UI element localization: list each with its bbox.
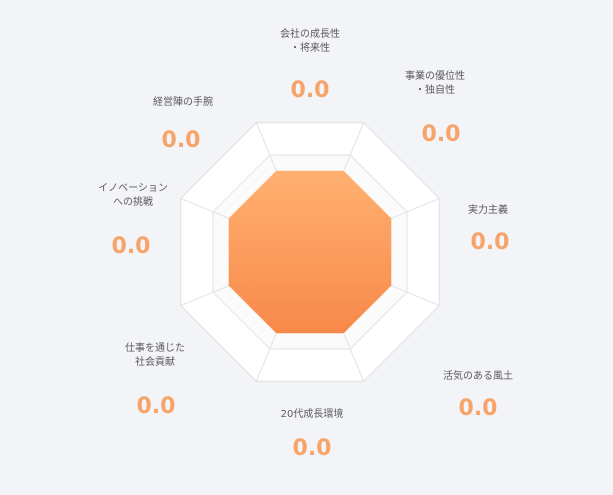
axis-label-line: 20代成長環境 bbox=[280, 409, 344, 420]
axis-label-line: 会社の成長性 bbox=[280, 29, 340, 40]
axis-value: 0.0 bbox=[290, 78, 330, 103]
axis-label-line: 経営陣の手腕 bbox=[153, 97, 213, 108]
axis-label-line: 社会貢献 bbox=[135, 357, 175, 368]
radar-series bbox=[228, 170, 392, 334]
axis-value: 0.0 bbox=[470, 230, 510, 255]
axis-label: 実力主義 bbox=[468, 204, 508, 218]
axis-label-line: 仕事を通じた bbox=[125, 343, 185, 354]
axis-label-line: 活気のある風土 bbox=[443, 371, 513, 382]
axis-value: 0.0 bbox=[421, 122, 461, 147]
axis-label: 活気のある風土 bbox=[443, 370, 513, 384]
axis-value: 0.0 bbox=[136, 394, 176, 419]
radar-area bbox=[228, 170, 392, 334]
axis-value: 0.0 bbox=[458, 396, 498, 421]
axis-value: 0.0 bbox=[292, 436, 332, 461]
axis-label-line: 実力主義 bbox=[468, 205, 508, 216]
axis-label-line: イノベーション bbox=[98, 183, 168, 194]
axis-label-line: 事業の優位性 bbox=[405, 71, 465, 82]
axis-label: イノベーション への挑戦 bbox=[98, 182, 168, 210]
axis-label-line: ・独自性 bbox=[415, 85, 455, 96]
axis-label: 20代成長環境 bbox=[281, 408, 344, 422]
axis-label: 会社の成長性 ・将来性 bbox=[280, 28, 340, 56]
axis-label-line: ・将来性 bbox=[290, 43, 330, 54]
axis-label: 事業の優位性 ・独自性 bbox=[405, 70, 465, 98]
axis-value: 0.0 bbox=[111, 234, 151, 259]
axis-label: 経営陣の手腕 bbox=[153, 96, 213, 110]
axis-label: 仕事を通じた 社会貢献 bbox=[125, 342, 185, 370]
axis-label-line: への挑戦 bbox=[113, 197, 153, 208]
axis-value: 0.0 bbox=[161, 128, 201, 153]
